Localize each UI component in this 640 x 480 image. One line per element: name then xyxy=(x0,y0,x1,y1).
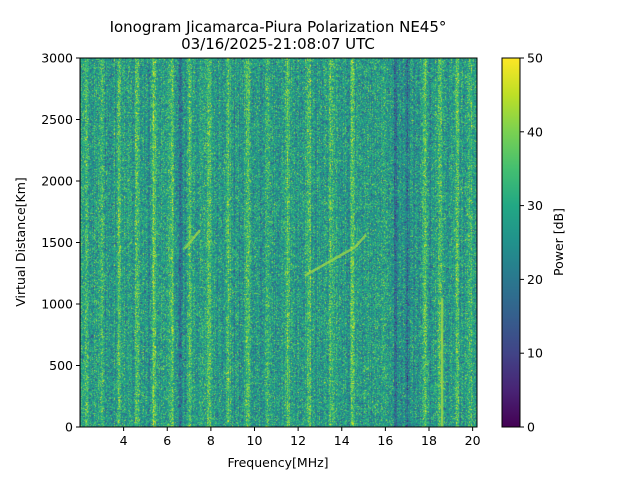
colorbar-tick-label: 20 xyxy=(527,272,543,287)
chart-title: Ionogram Jicamarca-Piura Polarization NE… xyxy=(110,18,447,36)
colorbar-gradient xyxy=(502,58,520,427)
colorbar-tick-label: 30 xyxy=(527,198,543,213)
echo-trace-2 xyxy=(304,234,367,277)
y-tick-label: 1000 xyxy=(41,297,73,312)
x-tick-label: 8 xyxy=(207,433,215,448)
colorbar-tick-label: 0 xyxy=(527,420,535,435)
x-axis: 4 6 8 10 12 14 16 18 20 xyxy=(120,427,481,448)
colorbar-ticks: 0 10 20 30 40 50 xyxy=(520,51,543,435)
y-axis-label: Virtual Distance[Km] xyxy=(13,177,28,307)
colorbar-tick-label: 40 xyxy=(527,124,543,139)
y-axis: 0 500 1000 1500 2000 2500 3000 xyxy=(41,51,80,435)
x-tick-label: 6 xyxy=(163,433,171,448)
x-tick-label: 20 xyxy=(465,433,481,448)
y-tick-label: 500 xyxy=(49,358,73,373)
y-tick-label: 2000 xyxy=(41,174,73,189)
x-tick-label: 16 xyxy=(377,433,393,448)
heatmap-image xyxy=(80,58,477,427)
echo-trace-1 xyxy=(183,229,201,250)
colorbar-tick-label: 50 xyxy=(527,51,543,66)
x-tick-label: 10 xyxy=(247,433,263,448)
echo-traces xyxy=(183,229,444,427)
chart-subtitle: 03/16/2025-21:08:07 UTC xyxy=(181,35,375,53)
y-tick-label: 0 xyxy=(65,420,73,435)
colorbar: 0 10 20 30 40 50 Power [dB] xyxy=(501,51,566,435)
y-tick-label: 1500 xyxy=(41,235,73,250)
colorbar-tick-label: 10 xyxy=(527,346,543,361)
colorbar-frame xyxy=(501,57,521,428)
x-tick-label: 4 xyxy=(120,433,128,448)
x-axis-label: Frequency[MHz] xyxy=(227,455,328,470)
colorbar-label: Power [dB] xyxy=(551,208,566,276)
x-tick-label: 18 xyxy=(421,433,437,448)
x-tick-label: 12 xyxy=(290,433,306,448)
y-tick-label: 2500 xyxy=(41,112,73,127)
plot-area xyxy=(79,57,478,428)
y-tick-label: 3000 xyxy=(41,51,73,66)
x-tick-label: 14 xyxy=(334,433,350,448)
